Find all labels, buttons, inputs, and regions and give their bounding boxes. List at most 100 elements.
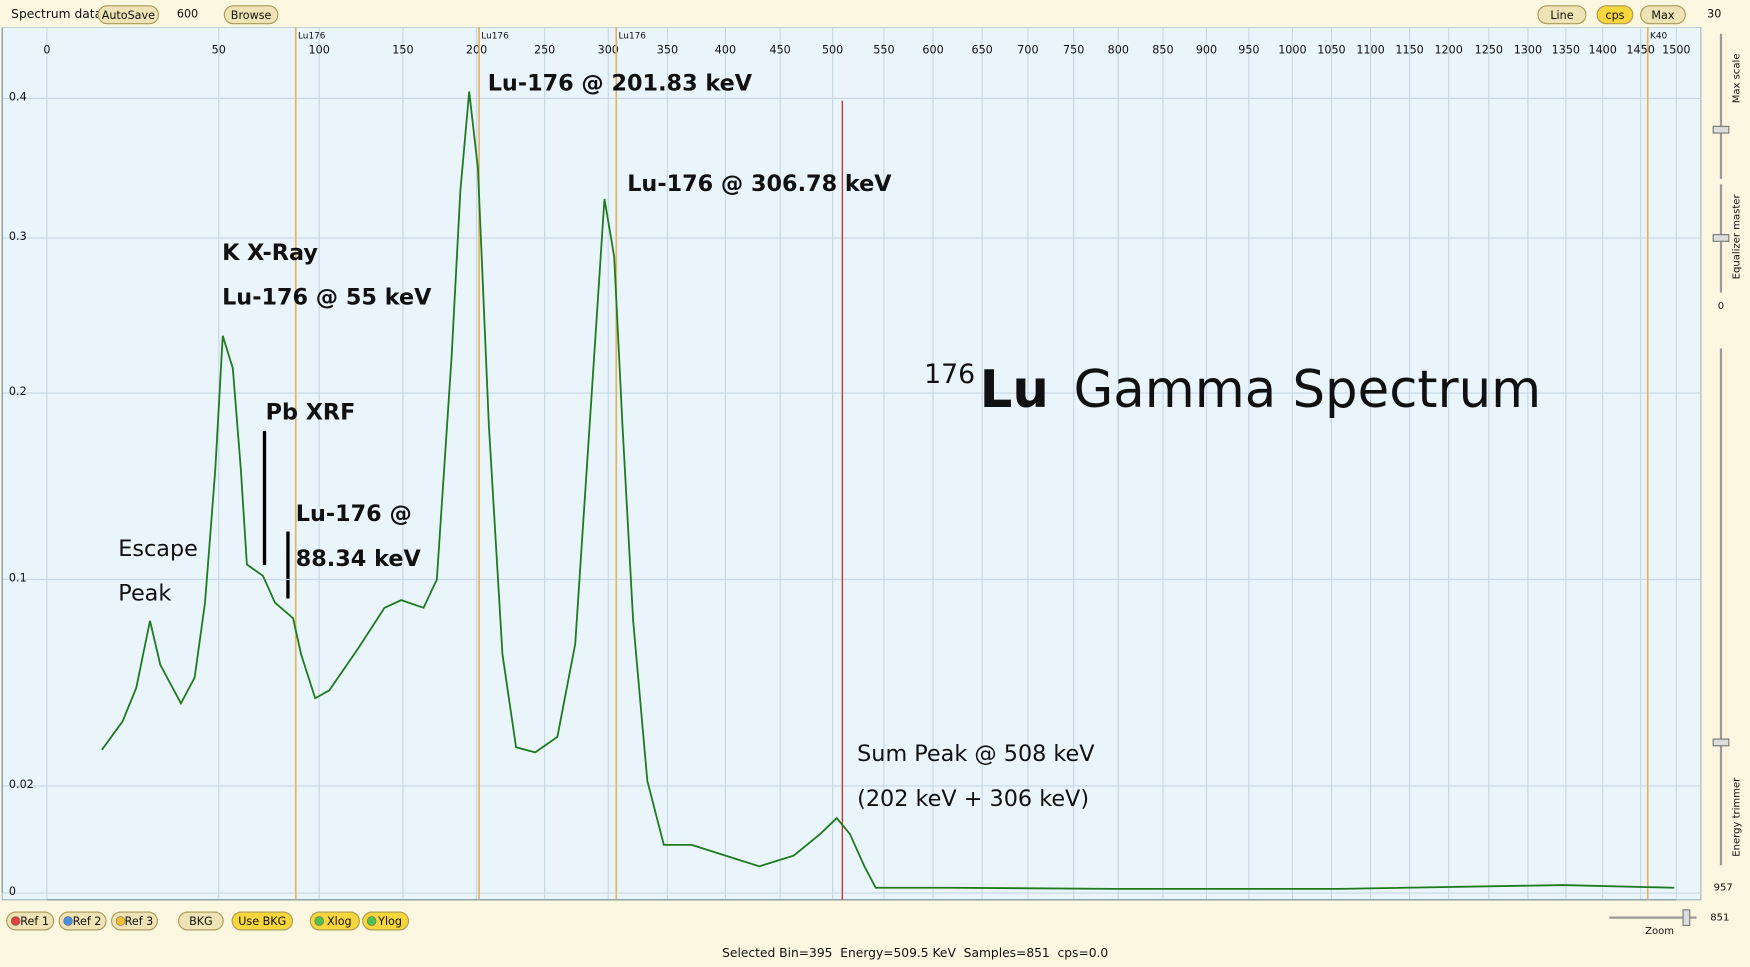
x-tick-label: 450 (769, 43, 790, 56)
button-icon (314, 916, 324, 926)
button-icon (63, 916, 73, 926)
max-value: 30 (1707, 8, 1721, 21)
toolbar (0, 0, 1750, 28)
slider-label: Equalizer master (1732, 194, 1743, 280)
reference-label: Lu176 (619, 31, 647, 41)
x-tick-label: 400 (715, 43, 736, 56)
x-tick-label: 1250 (1475, 43, 1503, 56)
x-tick-label: 700 (1017, 43, 1038, 56)
slider-label: Max scale (1732, 53, 1743, 103)
toggle-button[interactable] (362, 911, 410, 931)
button-label[interactable]: Xlog (327, 915, 352, 928)
title-part: 176 (924, 359, 975, 390)
x-tick-label: 1200 (1434, 43, 1462, 56)
zoom-value: 851 (1710, 913, 1729, 924)
x-tick-label: 1050 (1317, 43, 1345, 56)
button-label[interactable]: Browse (231, 9, 272, 22)
status-bar: Selected Bin=395 Energy=509.5 KeV Sample… (722, 946, 1108, 960)
annotation: Lu-176 @ (296, 501, 412, 527)
toggle-button[interactable] (309, 911, 360, 931)
x-tick-label: 350 (657, 43, 678, 56)
annotation: Sum Peak @ 508 keV (857, 741, 1095, 767)
x-tick-label: 150 (392, 43, 413, 56)
x-tick-label: 300 (598, 43, 619, 56)
x-tick-label: 1100 (1356, 43, 1384, 56)
slider-thumb[interactable] (1712, 738, 1730, 747)
chart-title: 176Lu Gamma Spectrum (924, 359, 1541, 420)
x-tick-label: 1300 (1514, 43, 1542, 56)
annotation: Escape (118, 536, 198, 562)
button-label[interactable]: Line (1550, 9, 1573, 22)
button-label[interactable]: cps (1605, 9, 1624, 22)
x-tick-label: 1150 (1395, 43, 1423, 56)
x-tick-label: 500 (822, 43, 843, 56)
title-part: Lu (980, 360, 1049, 420)
button-icon (10, 916, 21, 926)
toolbar-label: Spectrum data (11, 7, 102, 21)
button-label[interactable]: Ref 1 (20, 915, 49, 928)
zoom-thumb[interactable] (1682, 909, 1691, 927)
autosave-button[interactable] (97, 5, 160, 25)
toggle-button[interactable] (6, 911, 55, 931)
toggle-button[interactable] (58, 911, 107, 931)
y-tick-label: 0.02 (9, 778, 34, 791)
annotation: K X-Ray (222, 240, 318, 266)
cps-button[interactable] (1596, 5, 1634, 25)
x-tick-label: 900 (1196, 43, 1217, 56)
reference-label: Lu176 (298, 31, 326, 41)
slider-thumb[interactable] (1712, 125, 1730, 134)
x-tick-label: 1500 (1662, 43, 1690, 56)
line-button[interactable] (1537, 5, 1587, 25)
button-label[interactable]: BKG (189, 915, 213, 928)
button-label[interactable]: Use BKG (238, 915, 286, 928)
x-tick-label: 600 (922, 43, 943, 56)
reference-label: Lu176 (481, 31, 509, 41)
reference-label: K40 (1650, 31, 1668, 41)
trimmer-value: 957 (1714, 883, 1733, 894)
annotation: Lu-176 @ 55 keV (222, 285, 432, 311)
x-tick-label: 250 (534, 43, 555, 56)
equalizer-value: 0 (1718, 301, 1724, 312)
spectrum-line (101, 91, 1675, 890)
x-tick-label: 650 (971, 43, 992, 56)
button-label[interactable]: Ylog (377, 915, 402, 928)
y-tick-label: 0 (9, 885, 16, 898)
x-tick-label: 750 (1063, 43, 1084, 56)
y-tick-label: 0.4 (9, 90, 27, 103)
toggle-button[interactable] (178, 911, 224, 931)
x-tick-label: 1000 (1278, 43, 1306, 56)
max-button[interactable] (1640, 5, 1686, 25)
button-label[interactable]: Ref 3 (125, 915, 154, 928)
slider-label: Energy trimmer (1732, 777, 1743, 857)
y-tick-label: 0.1 (9, 571, 27, 584)
title-part: Gamma Spectrum (1073, 360, 1541, 420)
annotation: 88.34 keV (296, 546, 422, 572)
browse-button[interactable] (223, 5, 279, 25)
x-tick-label: 950 (1238, 43, 1259, 56)
toggle-button[interactable] (231, 911, 293, 931)
x-tick-label: 200 (466, 43, 487, 56)
y-tick-label: 0.2 (9, 385, 27, 398)
x-tick-label: 1350 (1552, 43, 1580, 56)
button-icon (366, 916, 377, 926)
annotation: Lu-176 @ 306.78 keV (627, 171, 892, 197)
annotation: Pb XRF (266, 400, 356, 426)
toggle-button[interactable] (111, 911, 158, 931)
plot-area (1, 26, 1702, 901)
y-tick-label: 0.3 (9, 230, 27, 243)
x-tick-label: 1450 (1626, 43, 1654, 56)
button-label[interactable]: Max (1651, 9, 1674, 22)
button-label[interactable]: AutoSave (102, 9, 155, 22)
x-tick-label: 850 (1152, 43, 1173, 56)
x-tick-label: 1400 (1588, 43, 1616, 56)
annotation: Lu-176 @ 201.83 keV (488, 70, 753, 96)
x-tick-label: 0 (43, 43, 50, 56)
zoom-label: Zoom (1645, 926, 1674, 937)
button-label[interactable]: Ref 2 (73, 915, 102, 928)
button-icon (115, 916, 126, 926)
x-tick-label: 50 (212, 43, 226, 56)
slider-thumb[interactable] (1712, 234, 1730, 242)
x-tick-label: 100 (309, 43, 330, 56)
